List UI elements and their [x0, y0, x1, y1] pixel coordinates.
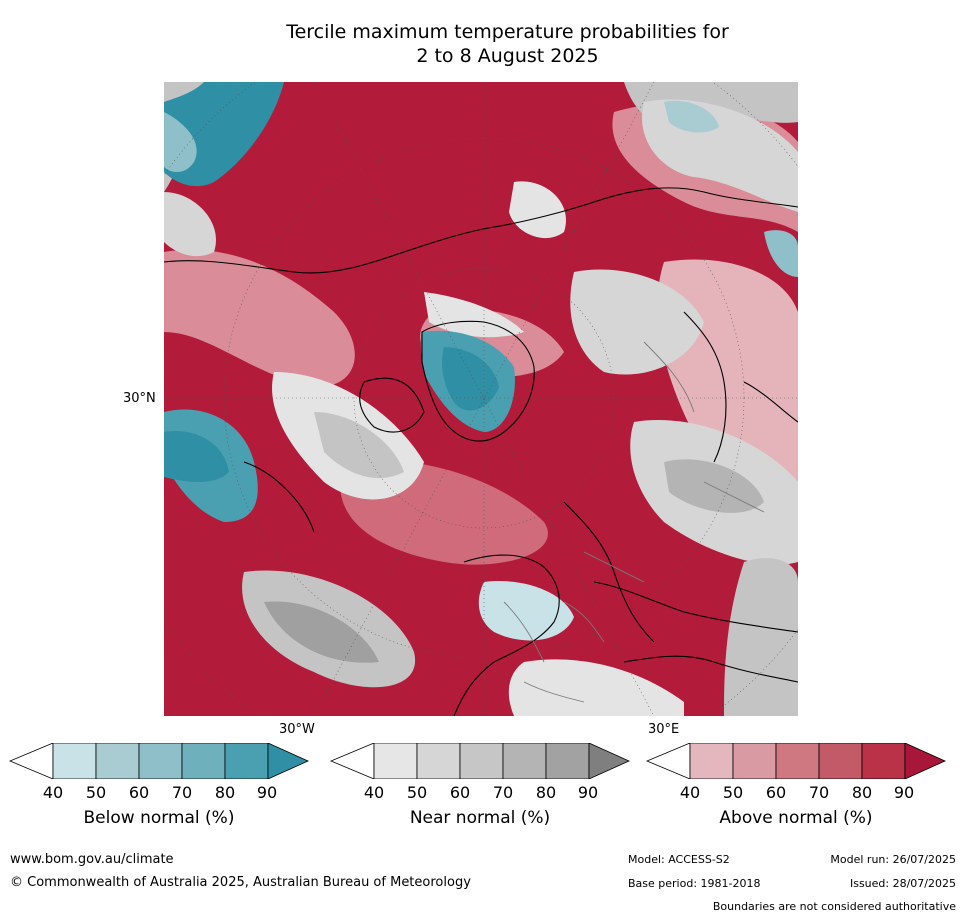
tick-label: 40 — [42, 783, 64, 802]
colorbar-segment — [689, 743, 734, 779]
near-normal-colorbar — [330, 743, 630, 779]
tick-label: 60 — [449, 783, 471, 802]
base-period: Base period: 1981-2018 — [628, 877, 761, 890]
coastlines — [164, 187, 798, 716]
boundaries-disclaimer: Boundaries are not considered authoritat… — [712, 900, 956, 913]
tick-label: 90 — [577, 783, 599, 802]
tick-label: 80 — [851, 783, 873, 802]
colorbar-high-end — [904, 743, 946, 779]
tick-label: 40 — [363, 783, 385, 802]
colorbar-segment — [861, 743, 906, 779]
tick-label: 60 — [765, 783, 787, 802]
colorbar-low-end — [646, 743, 691, 779]
longitude-label-30w: 30°W — [279, 722, 315, 737]
near-normal-ticks: 40 50 60 70 80 90 — [330, 783, 630, 803]
title-line-1: Tercile maximum temperature probabilitie… — [286, 21, 729, 43]
tick-label: 60 — [128, 783, 150, 802]
below-normal-region — [664, 100, 719, 133]
above-normal-colorbar — [646, 743, 946, 779]
colorbar-low-end — [9, 743, 54, 779]
tick-label: 70 — [808, 783, 830, 802]
near-normal-region — [264, 601, 379, 663]
below-normal-colorbar — [9, 743, 309, 779]
map-canvas — [164, 82, 798, 716]
near-normal-region — [570, 269, 704, 375]
tick-label: 50 — [722, 783, 744, 802]
below-normal-region — [164, 112, 197, 172]
probability-map — [164, 82, 798, 716]
latitude-label-30n: 30°N — [123, 391, 156, 406]
tick-label: 70 — [492, 783, 514, 802]
colorbar-high-end — [267, 743, 309, 779]
colorbar-segment — [459, 743, 504, 779]
below-normal-region — [164, 431, 229, 482]
tick-label: 90 — [256, 783, 278, 802]
above-normal-ticks: 40 50 60 70 80 90 — [646, 783, 946, 803]
below-normal-region — [478, 581, 574, 641]
copyright-text: © Commonwealth of Australia 2025, Austra… — [10, 875, 471, 890]
map-title: Tercile maximum temperature probabilitie… — [0, 20, 965, 68]
below-normal-region — [442, 347, 499, 411]
colorbar-segment — [373, 743, 418, 779]
above-normal-label: Above normal (%) — [719, 808, 873, 828]
issued-date: Issued: 28/07/2025 — [849, 877, 956, 890]
website-link[interactable]: www.bom.gov.au/climate — [10, 852, 174, 867]
near-normal-region — [508, 659, 684, 716]
colorbar-high-end — [588, 743, 630, 779]
model-run-date: Model run: 26/07/2025 — [830, 853, 956, 866]
colorbar-segment — [775, 743, 820, 779]
near-normal-region — [164, 192, 216, 257]
below-normal-label: Below normal (%) — [83, 808, 235, 828]
tick-label: 80 — [214, 783, 236, 802]
colorbar-segment — [732, 743, 777, 779]
tick-label: 50 — [85, 783, 107, 802]
colorbar-segment — [181, 743, 226, 779]
graticule — [164, 82, 798, 716]
country-borders — [503, 341, 765, 703]
tick-label: 70 — [171, 783, 193, 802]
colorbar-segment — [52, 743, 97, 779]
tick-label: 90 — [893, 783, 915, 802]
colorbar-segment — [138, 743, 183, 779]
title-line-2: 2 to 8 August 2025 — [416, 45, 599, 67]
tick-label: 80 — [535, 783, 557, 802]
above-normal-60-region — [164, 249, 355, 387]
tick-label: 40 — [679, 783, 701, 802]
colorbar-segment — [416, 743, 461, 779]
longitude-label-30e: 30°E — [648, 722, 680, 737]
colorbar-segment — [95, 743, 140, 779]
colorbar-segment — [502, 743, 547, 779]
colorbar-segment — [224, 743, 269, 779]
colorbar-low-end — [330, 743, 375, 779]
model-name: Model: ACCESS-S2 — [628, 853, 730, 866]
below-normal-region — [764, 230, 798, 277]
near-normal-region — [724, 558, 798, 716]
below-normal-ticks: 40 50 60 70 80 90 — [9, 783, 309, 803]
near-normal-label: Near normal (%) — [409, 808, 551, 828]
tick-label: 50 — [406, 783, 428, 802]
near-normal-region — [314, 412, 404, 479]
near-normal-region — [509, 181, 566, 239]
colorbar-segment — [818, 743, 863, 779]
colorbar-segment — [545, 743, 590, 779]
